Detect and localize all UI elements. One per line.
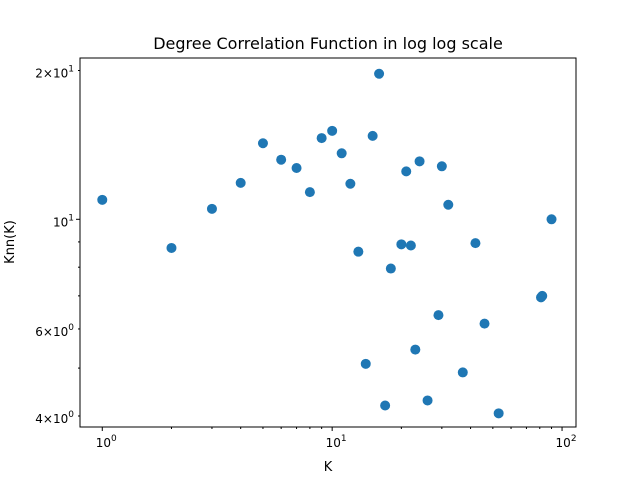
data-point (405, 240, 416, 251)
data-point (422, 395, 433, 406)
x-tick-label: 101 (326, 434, 347, 450)
data-point (291, 162, 302, 173)
axis-ticks: 100 101 102 2×101 101 6×100 4×100 (35, 65, 576, 450)
y-tick-label: 2×101 (35, 65, 74, 81)
data-point (336, 148, 347, 159)
data-point (457, 367, 468, 378)
data-point (537, 290, 548, 301)
data-point (257, 138, 268, 149)
data-point (479, 318, 490, 329)
data-point (374, 68, 385, 79)
data-point (401, 166, 412, 177)
x-tick-label: 100 (96, 434, 117, 450)
data-point (546, 214, 557, 225)
x-axis-label: K (324, 460, 333, 475)
plot-frame (79, 57, 577, 428)
data-point (304, 187, 315, 198)
data-point (470, 238, 481, 249)
data-point (276, 154, 287, 165)
data-point (235, 177, 246, 188)
chart-title: Degree Correlation Function in log log s… (153, 34, 503, 53)
data-point (380, 400, 391, 411)
scatter-points (97, 68, 557, 419)
data-point (410, 344, 421, 355)
data-point (414, 156, 425, 167)
data-point (436, 161, 447, 172)
data-point (353, 246, 364, 257)
y-tick-label: 101 (53, 213, 74, 229)
y-tick-label: 6×100 (35, 323, 74, 339)
data-point (345, 178, 356, 189)
data-point (97, 194, 108, 205)
data-point (360, 358, 371, 369)
x-tick-label: 102 (556, 434, 577, 450)
y-tick-label: 4×100 (35, 410, 74, 426)
data-point (316, 133, 327, 144)
data-point (166, 242, 177, 253)
data-point (396, 239, 407, 250)
data-point (443, 199, 454, 210)
data-point (493, 408, 504, 419)
data-point (433, 310, 444, 321)
y-axis-label: Knn(K) (3, 220, 18, 264)
data-point (367, 130, 378, 141)
data-point (385, 263, 396, 274)
data-point (327, 125, 338, 136)
data-point (206, 203, 217, 214)
